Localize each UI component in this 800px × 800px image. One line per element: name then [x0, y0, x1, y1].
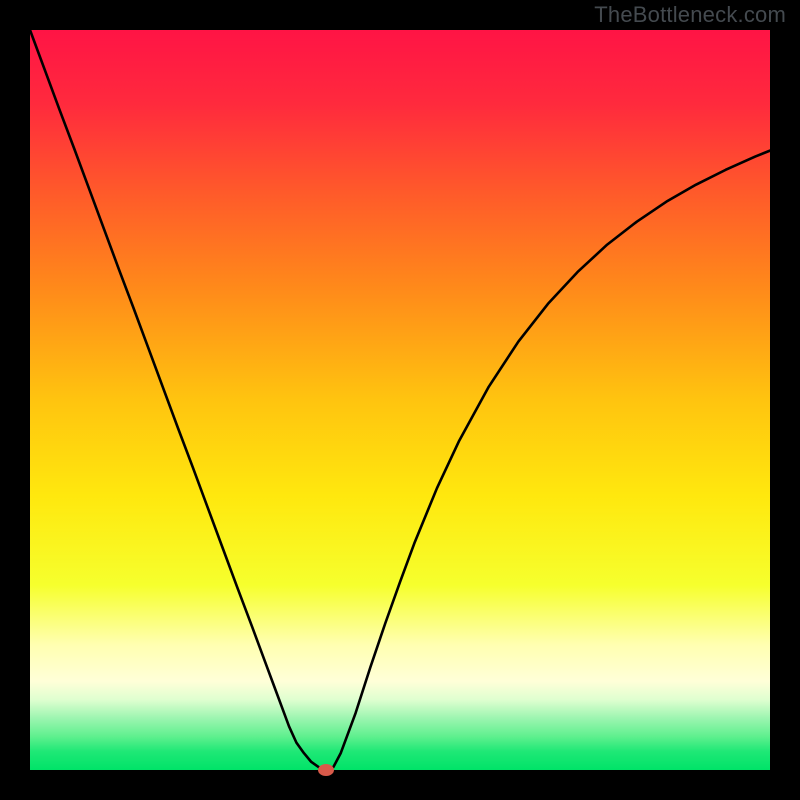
chart-stage: TheBottleneck.com	[0, 0, 800, 800]
bottleneck-curve-chart	[0, 0, 800, 800]
chart-plot-area	[30, 30, 770, 770]
minimum-marker	[318, 764, 334, 776]
